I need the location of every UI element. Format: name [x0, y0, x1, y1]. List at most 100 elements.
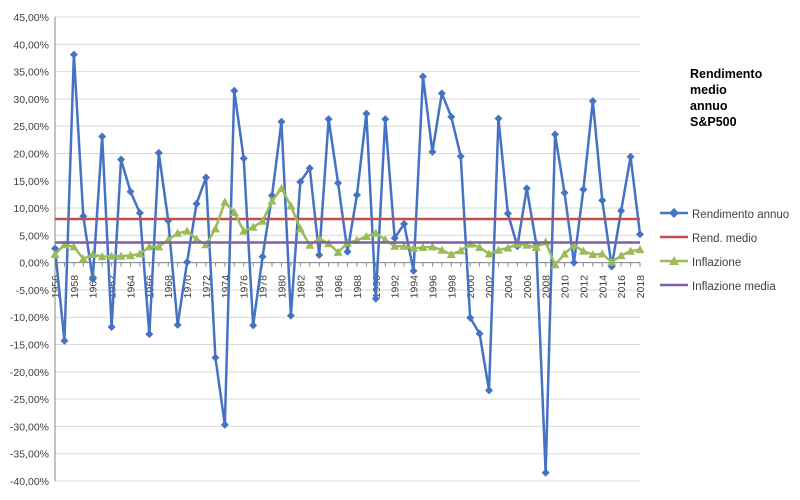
chart-title-line: S&P500 [690, 115, 737, 129]
y-tick-label: 15,00% [13, 176, 49, 188]
data-point-rendimento-annuo [617, 206, 626, 215]
y-tick-label: 30,00% [13, 94, 49, 106]
data-point-inflazione [239, 226, 249, 235]
data-point-rendimento-annuo [51, 244, 59, 253]
data-point-rendimento-annuo [296, 177, 305, 186]
data-point-inflazione [503, 243, 513, 252]
data-point-rendimento-annuo [201, 173, 210, 182]
x-tick-label: 2006 [522, 275, 534, 299]
data-point-inflazione [550, 260, 560, 269]
y-tick-label: -40,00% [10, 476, 49, 488]
data-point-inflazione [201, 240, 211, 249]
y-tick-label: -10,00% [10, 312, 49, 324]
data-point-inflazione [588, 249, 598, 259]
legend-swatch-rendimento-annuo [660, 208, 688, 218]
data-point-rendimento-annuo [192, 199, 201, 208]
x-tick-label: 1978 [258, 275, 270, 299]
data-point-rendimento-annuo [183, 258, 192, 267]
data-point-rendimento-annuo [494, 114, 503, 123]
data-point-rendimento-annuo [588, 97, 597, 106]
data-point-rendimento-annuo [475, 329, 484, 338]
y-tick-label: -30,00% [10, 421, 49, 433]
data-point-inflazione [409, 243, 419, 253]
data-point-inflazione [267, 196, 277, 205]
legend: Rendimento annuo Rend. medio Inflazione … [660, 205, 800, 301]
x-tick-label: 1984 [314, 275, 326, 299]
legend-label: Inflazione media [692, 281, 776, 293]
data-point-rendimento-annuo [400, 219, 409, 228]
data-point-inflazione [59, 240, 69, 249]
data-point-rendimento-annuo [135, 208, 144, 217]
data-point-rendimento-annuo [485, 386, 494, 395]
data-point-rendimento-annuo [239, 154, 248, 163]
x-tick-label: 2004 [503, 275, 515, 299]
data-point-inflazione [390, 241, 400, 250]
data-point-rendimento-annuo [230, 86, 239, 95]
legend-swatch-rend-medio [660, 235, 688, 239]
data-point-rendimento-annuo [409, 266, 418, 275]
x-tick-label: 1972 [201, 275, 213, 299]
data-point-rendimento-annuo [211, 353, 220, 362]
data-point-inflazione [399, 241, 409, 250]
data-point-rendimento-annuo [437, 89, 446, 98]
y-tick-label: 35,00% [13, 67, 49, 79]
x-tick-label: 1982 [295, 275, 307, 299]
x-tick-label: 1996 [427, 275, 439, 299]
data-point-rendimento-annuo [569, 258, 578, 267]
x-tick-label: 2010 [560, 275, 572, 299]
data-point-inflazione [484, 249, 494, 258]
y-tick-label: 45,00% [13, 12, 49, 24]
data-point-inflazione [560, 249, 570, 258]
data-point-inflazione [154, 242, 164, 251]
y-tick-label: -20,00% [10, 367, 49, 379]
legend-swatch-inflazione-media [660, 283, 688, 287]
data-point-inflazione [107, 251, 117, 260]
x-tick-label: 2018 [635, 275, 647, 299]
data-point-rendimento-annuo [626, 152, 635, 161]
legend-item-rend-medio: Rend. medio [660, 229, 800, 253]
x-tick-label: 1958 [69, 275, 81, 299]
data-point-inflazione [69, 242, 79, 251]
y-tick-label: -15,00% [10, 340, 49, 352]
y-tick-label: 10,00% [13, 203, 49, 215]
data-point-rendimento-annuo [636, 230, 644, 239]
data-point-inflazione [607, 257, 617, 266]
x-tick-label: 1964 [125, 275, 137, 299]
data-point-rendimento-annuo [249, 321, 258, 330]
data-point-inflazione [229, 207, 239, 217]
data-point-inflazione [437, 245, 447, 254]
data-point-rendimento-annuo [343, 247, 352, 256]
legend-label: Inflazione [692, 257, 742, 269]
y-tick-label: 20,00% [13, 148, 49, 160]
data-point-rendimento-annuo [145, 330, 154, 339]
data-point-rendimento-annuo [522, 184, 531, 193]
data-point-inflazione [522, 240, 532, 249]
data-point-rendimento-annuo [428, 147, 437, 156]
chart-title-line: annuo [690, 99, 728, 113]
data-point-inflazione [456, 246, 466, 255]
data-point-rendimento-annuo [541, 468, 550, 477]
data-point-rendimento-annuo [371, 294, 380, 303]
data-point-rendimento-annuo [352, 190, 361, 199]
data-point-rendimento-annuo [258, 252, 267, 261]
legend-label: Rend. medio [692, 233, 758, 245]
data-point-inflazione [578, 246, 588, 255]
y-tick-label: -35,00% [10, 449, 49, 461]
x-tick-label: 1986 [333, 275, 345, 299]
data-point-rendimento-annuo [98, 132, 107, 141]
data-point-rendimento-annuo [220, 420, 229, 429]
data-point-inflazione [78, 254, 88, 263]
data-point-rendimento-annuo [362, 109, 371, 118]
data-point-inflazione [210, 224, 220, 233]
data-point-inflazione [258, 216, 268, 225]
data-point-rendimento-annuo [598, 196, 607, 205]
legend-label: Rendimento annuo [692, 209, 790, 221]
x-tick-label: 1992 [390, 275, 402, 299]
data-point-rendimento-annuo [126, 187, 135, 196]
data-point-inflazione [531, 242, 541, 251]
data-point-rendimento-annuo [390, 234, 399, 243]
data-point-rendimento-annuo [154, 148, 163, 157]
data-point-rendimento-annuo [456, 152, 465, 161]
